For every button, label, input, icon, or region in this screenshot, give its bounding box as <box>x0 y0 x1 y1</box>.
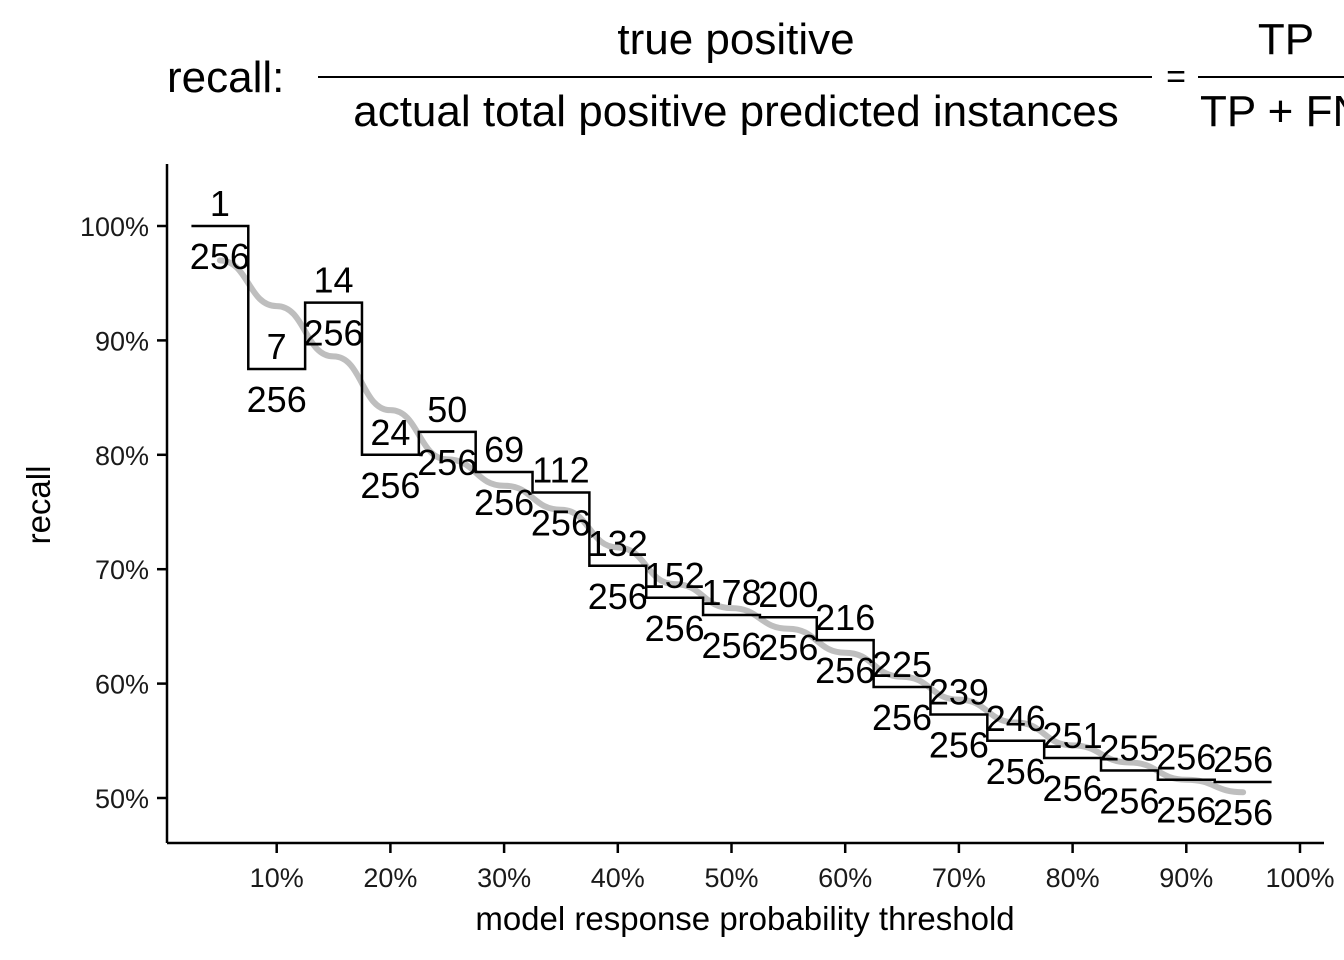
label-numerator: 225 <box>872 644 932 685</box>
label-denominator: 256 <box>190 236 250 277</box>
label-numerator: 14 <box>314 260 354 301</box>
label-numerator: 50 <box>427 389 467 430</box>
formula-equals: = <box>1166 58 1186 96</box>
label-denominator: 256 <box>872 697 932 738</box>
label-numerator: 255 <box>1099 728 1159 769</box>
label-numerator: 246 <box>986 698 1046 739</box>
formula-rhs-denominator: TP + FN <box>1200 87 1344 136</box>
label-denominator: 256 <box>1156 790 1216 831</box>
x-tick-label: 50% <box>704 863 758 893</box>
y-tick-label: 70% <box>95 555 149 585</box>
label-denominator: 256 <box>701 625 761 666</box>
label-numerator: 178 <box>701 572 761 613</box>
label-denominator: 256 <box>758 627 818 668</box>
label-numerator: 256 <box>1213 739 1273 780</box>
label-denominator: 256 <box>588 576 648 617</box>
x-tick-label: 60% <box>818 863 872 893</box>
y-axis-ticks: 50% 60% 70% 80% 90% 100% <box>80 212 167 814</box>
label-numerator: 216 <box>815 597 875 638</box>
label-numerator: 112 <box>532 450 589 491</box>
x-tick-label: 40% <box>591 863 645 893</box>
formula-numerator: true positive <box>617 15 854 64</box>
smooth-curve-layer <box>216 257 1247 796</box>
label-numerator: 1 <box>210 183 230 224</box>
label-numerator: 24 <box>370 412 410 453</box>
y-tick-label: 80% <box>95 441 149 471</box>
label-denominator: 256 <box>1213 792 1273 833</box>
x-tick-label: 30% <box>477 863 531 893</box>
x-tick-label: 10% <box>250 863 304 893</box>
recall-step-line <box>191 224 1272 784</box>
label-denominator: 256 <box>304 313 364 354</box>
y-tick-label: 100% <box>80 212 149 242</box>
x-axis-ticks: 10% 20% 30% 40% 50% 60% 70% 80% 90% 100% <box>250 843 1335 893</box>
label-denominator: 256 <box>815 650 875 691</box>
x-tick-label: 90% <box>1159 863 1213 893</box>
x-tick-label: 20% <box>363 863 417 893</box>
label-numerator: 251 <box>1043 715 1103 756</box>
label-denominator: 256 <box>986 751 1046 792</box>
label-denominator: 256 <box>531 503 591 544</box>
label-denominator: 256 <box>1099 781 1159 822</box>
label-numerator: 152 <box>645 555 705 596</box>
formula-header: recall: true positive actual total posit… <box>167 15 1344 136</box>
x-tick-label: 100% <box>1265 863 1334 893</box>
label-numerator: 69 <box>484 429 524 470</box>
label-denominator: 256 <box>360 465 420 506</box>
smooth-recall-curve <box>216 257 1247 796</box>
label-numerator: 200 <box>758 574 818 615</box>
label-numerator: 256 <box>1156 737 1216 778</box>
label-numerator: 132 <box>588 523 648 564</box>
formula-rhs-numerator: TP <box>1258 15 1314 64</box>
x-tick-label: 70% <box>932 863 986 893</box>
label-denominator: 256 <box>247 379 307 420</box>
label-denominator: 256 <box>474 482 534 523</box>
x-tick-label: 80% <box>1046 863 1100 893</box>
label-denominator: 256 <box>1043 768 1103 809</box>
y-axis-title: recall <box>20 466 57 545</box>
formula-prefix: recall: <box>167 53 284 102</box>
y-tick-label: 60% <box>95 670 149 700</box>
label-denominator: 256 <box>929 724 989 765</box>
label-numerator: 7 <box>267 326 287 367</box>
y-tick-label: 90% <box>95 326 149 356</box>
x-axis-title: model response probability threshold <box>475 900 1014 937</box>
formula-denominator: actual total positive predicted instance… <box>353 87 1119 136</box>
label-numerator: 239 <box>929 671 989 712</box>
y-tick-label: 50% <box>95 784 149 814</box>
label-denominator: 256 <box>417 442 477 483</box>
label-denominator: 256 <box>645 608 705 649</box>
step-line-layer <box>191 224 1272 784</box>
